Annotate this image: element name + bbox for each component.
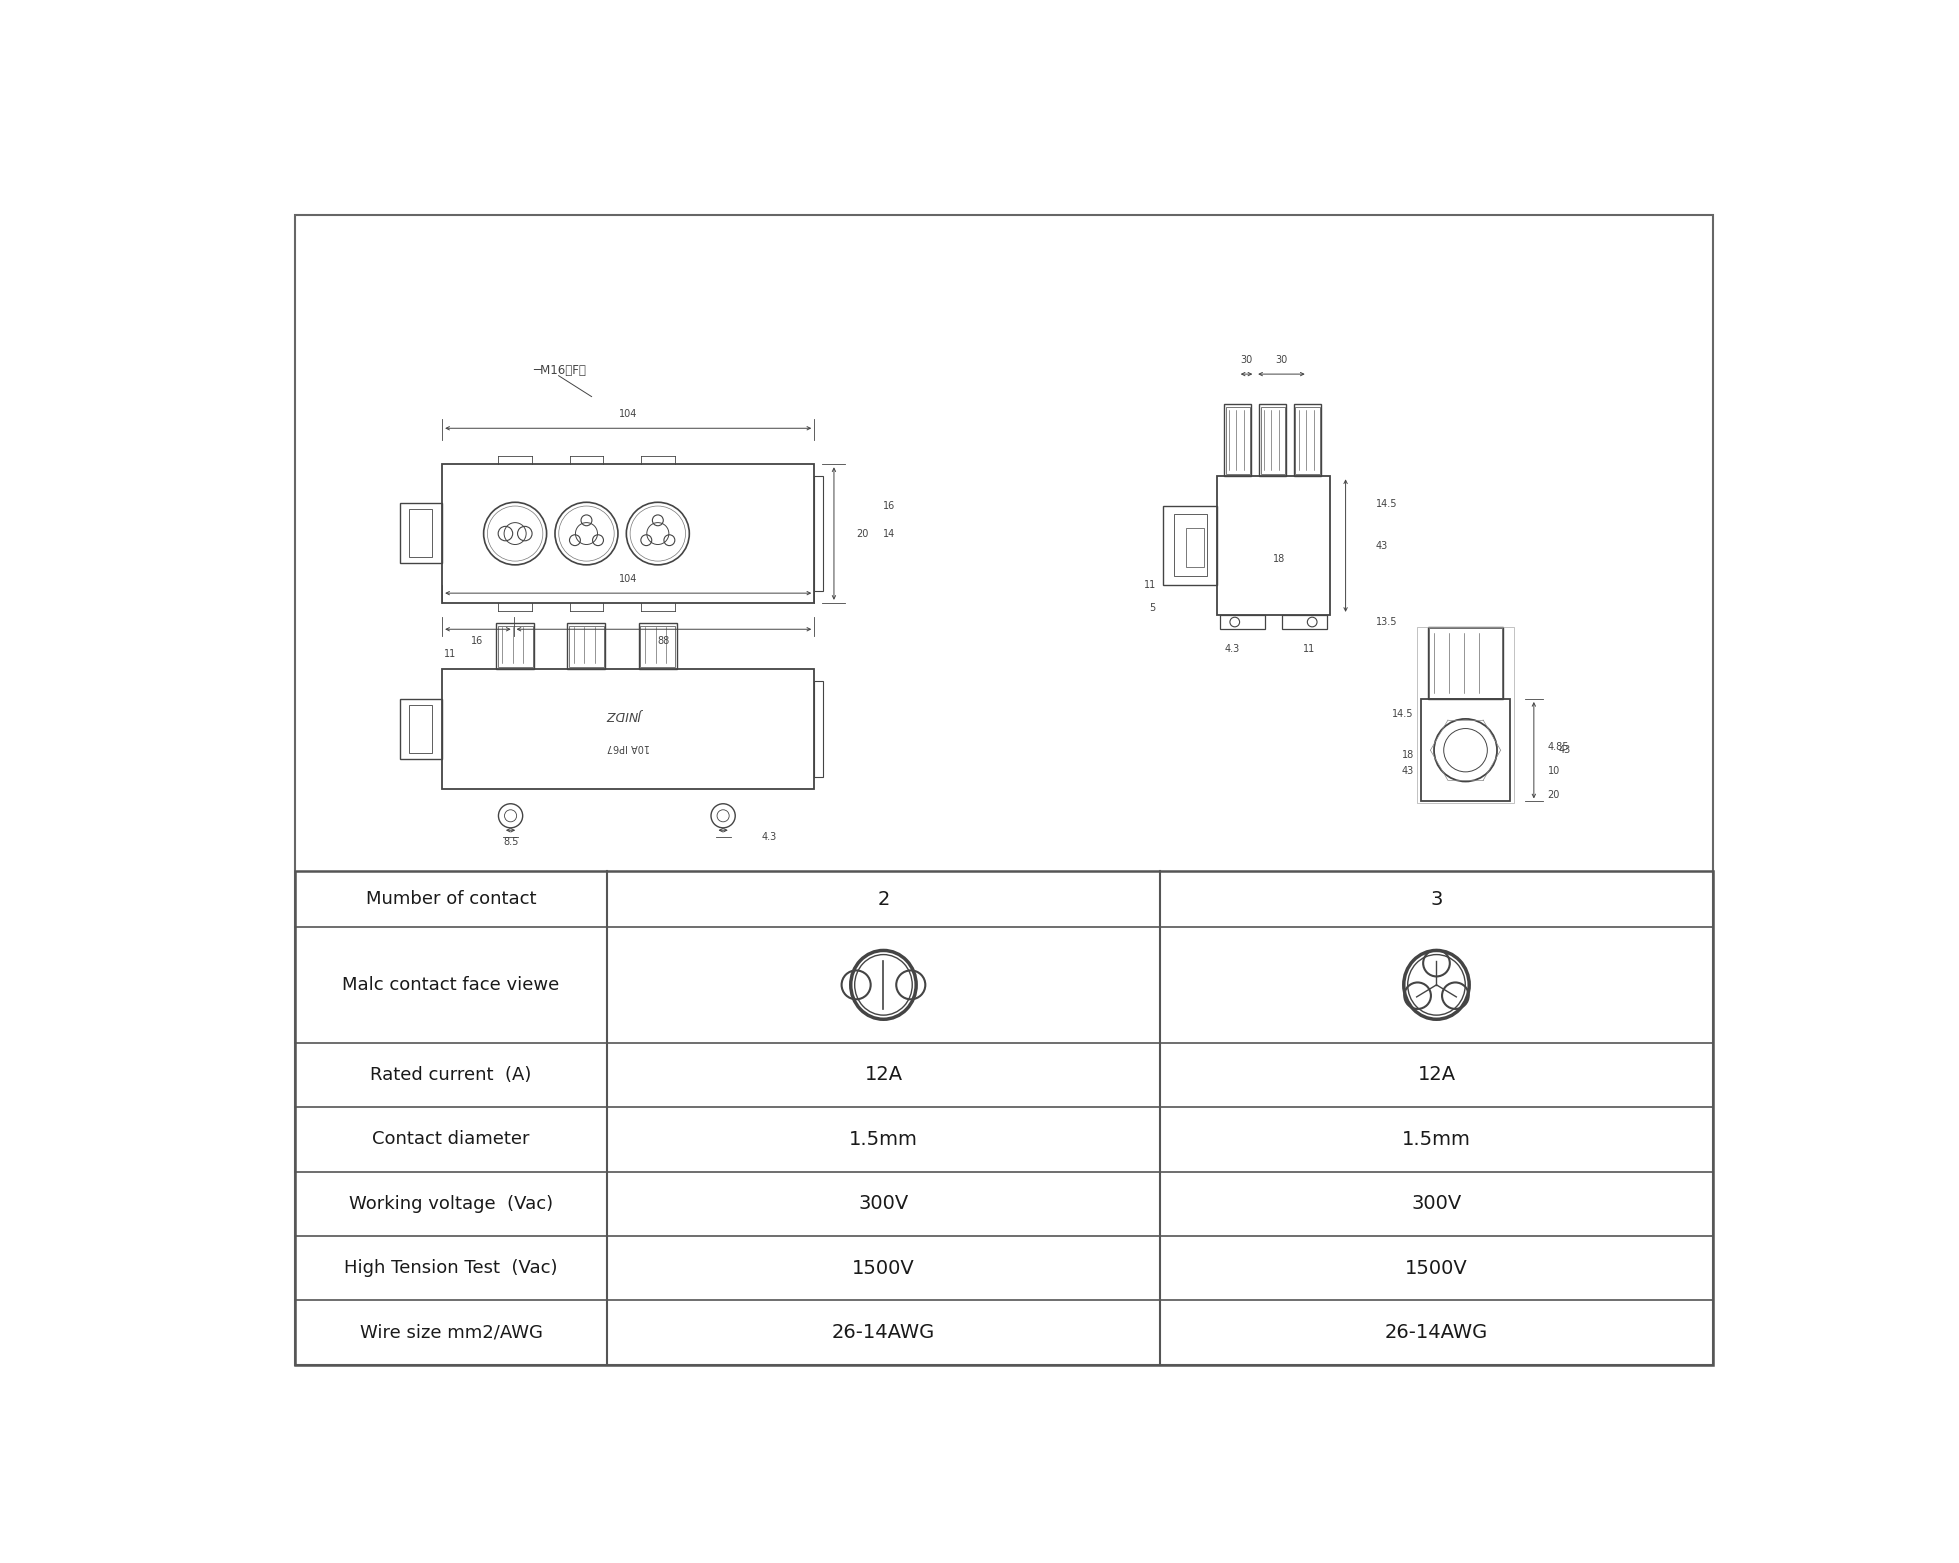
Text: Working voltage  (Vac): Working voltage (Vac): [349, 1194, 552, 1213]
Bar: [1217, 477, 1330, 614]
Bar: [443, 464, 815, 603]
Bar: [1224, 405, 1252, 477]
Bar: [1422, 699, 1510, 802]
Text: 300V: 300V: [1410, 1194, 1461, 1213]
Text: 11: 11: [1303, 644, 1314, 653]
Bar: [1187, 528, 1205, 567]
Text: 2: 2: [878, 889, 889, 908]
Bar: [496, 624, 535, 669]
Text: 1500V: 1500V: [852, 1258, 915, 1277]
Text: 5: 5: [1150, 603, 1156, 613]
Text: 20: 20: [1548, 791, 1559, 800]
Text: 30: 30: [1240, 355, 1252, 364]
Text: 300V: 300V: [858, 1194, 909, 1213]
Text: Wire size mm2/AWG: Wire size mm2/AWG: [360, 1324, 543, 1341]
Text: 1.5mm: 1.5mm: [1403, 1130, 1471, 1149]
Bar: [568, 624, 605, 669]
Text: 10: 10: [1548, 766, 1559, 777]
Text: 16: 16: [882, 500, 895, 511]
Bar: [1260, 405, 1287, 477]
Bar: [443, 669, 815, 789]
Text: Malc contact face viewe: Malc contact face viewe: [343, 975, 560, 994]
Text: 43: 43: [1401, 766, 1414, 775]
Text: 104: 104: [619, 574, 637, 583]
Text: 10A IP67: 10A IP67: [607, 742, 650, 752]
Text: 43: 43: [1557, 746, 1571, 755]
Bar: [1281, 614, 1328, 630]
Bar: [296, 871, 1712, 1364]
Bar: [409, 705, 431, 753]
Text: 43: 43: [1375, 541, 1389, 550]
Bar: [498, 625, 533, 666]
Bar: [400, 699, 443, 760]
Bar: [1430, 628, 1503, 697]
Text: 12A: 12A: [1418, 1066, 1456, 1085]
Text: 11: 11: [1144, 580, 1156, 589]
Text: 26-14AWG: 26-14AWG: [1385, 1322, 1489, 1343]
Text: 18: 18: [1273, 555, 1285, 564]
Text: 18: 18: [1401, 750, 1414, 760]
Text: 14: 14: [882, 528, 895, 539]
Text: JNIDZ: JNIDZ: [611, 708, 646, 721]
Bar: [1295, 405, 1320, 477]
Bar: [568, 625, 603, 666]
Bar: [639, 624, 676, 669]
Text: 88: 88: [658, 636, 670, 646]
Text: 3: 3: [1430, 889, 1442, 908]
Bar: [1428, 627, 1503, 699]
Text: 4.85: 4.85: [1548, 742, 1569, 752]
Text: 13.5: 13.5: [1375, 617, 1397, 627]
Text: ─M16（F）: ─M16（F）: [533, 364, 586, 377]
Text: 1.5mm: 1.5mm: [848, 1130, 919, 1149]
Bar: [1226, 406, 1250, 474]
Text: 20: 20: [856, 528, 870, 539]
Text: 14.5: 14.5: [1375, 499, 1397, 510]
Text: 30: 30: [1275, 355, 1287, 364]
Bar: [815, 681, 823, 777]
Bar: [1220, 614, 1266, 630]
Bar: [815, 477, 823, 591]
Bar: [409, 510, 431, 556]
Text: High Tension Test  (Vac): High Tension Test (Vac): [345, 1260, 558, 1277]
Text: 104: 104: [619, 410, 637, 419]
Text: 8.5: 8.5: [503, 838, 519, 847]
Text: 16: 16: [470, 636, 484, 646]
Text: Rated current  (A): Rated current (A): [370, 1066, 531, 1085]
Bar: [400, 503, 443, 563]
Bar: [1295, 406, 1320, 474]
Bar: [1164, 506, 1217, 585]
Text: 1500V: 1500V: [1405, 1258, 1467, 1277]
Text: Contact diameter: Contact diameter: [372, 1130, 529, 1149]
Text: 14.5: 14.5: [1393, 710, 1414, 719]
Text: 26-14AWG: 26-14AWG: [833, 1322, 934, 1343]
Bar: [1260, 406, 1285, 474]
Text: Mumber of contact: Mumber of contact: [366, 889, 537, 908]
Bar: [641, 625, 676, 666]
Text: 4.3: 4.3: [1224, 644, 1240, 653]
Text: 11: 11: [443, 649, 456, 658]
Text: 12A: 12A: [864, 1066, 903, 1085]
Bar: [1173, 514, 1207, 577]
Bar: [1416, 627, 1514, 802]
Text: 4.3: 4.3: [760, 833, 776, 842]
